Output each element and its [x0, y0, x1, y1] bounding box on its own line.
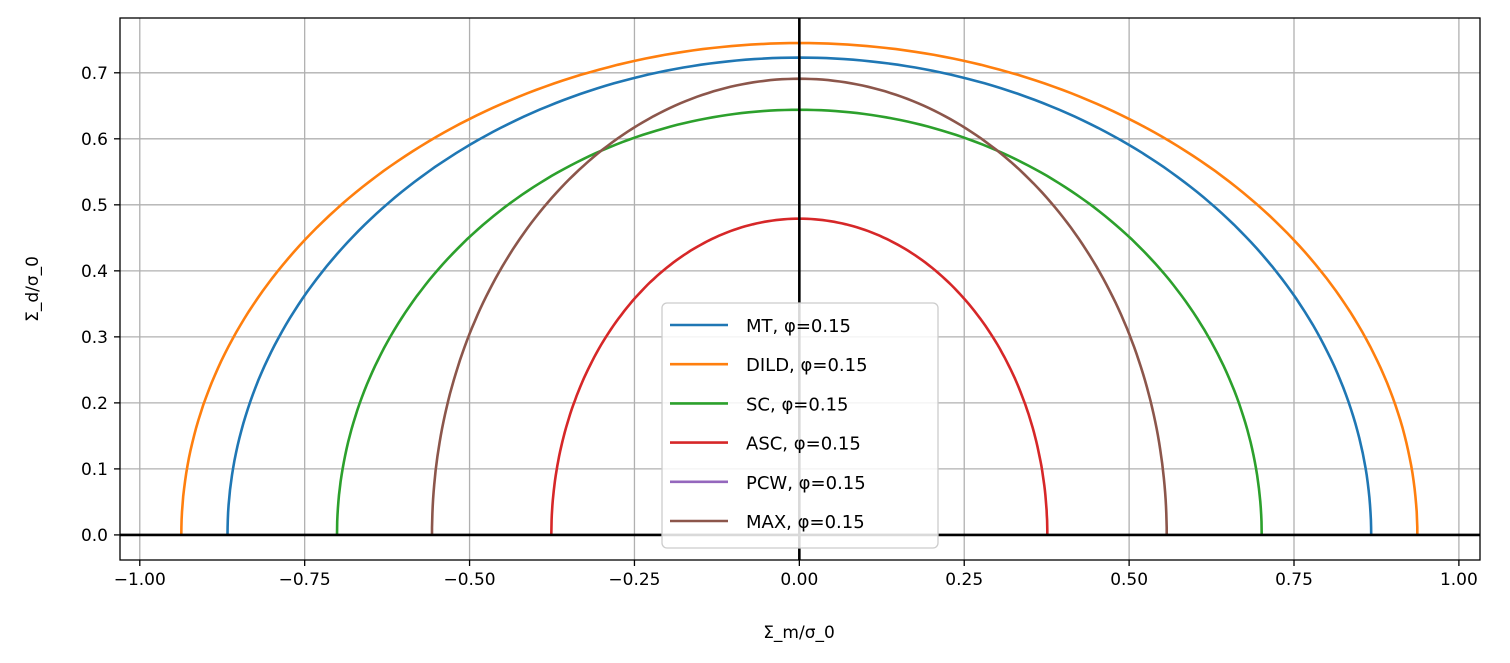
legend-label: MT, φ=0.15: [746, 316, 851, 337]
x-tick-label: 0.25: [945, 570, 983, 590]
y-tick-label: 0.3: [81, 328, 108, 348]
legend-label: SC, φ=0.15: [746, 394, 848, 415]
x-tick-label: −0.25: [608, 570, 660, 590]
y-tick-label: 0.4: [81, 262, 108, 282]
x-tick-label: 0.75: [1275, 570, 1313, 590]
y-tick-label: 0.0: [81, 526, 108, 546]
y-tick-label: 0.2: [81, 394, 108, 414]
legend-label: PCW, φ=0.15: [746, 473, 866, 494]
plot-frame: [119, 17, 1481, 561]
y-tick-label: 0.5: [81, 196, 108, 216]
ticks: −1.00 −0.75 −0.50 −0.25 0.00 0.25 0.50 0.75 1.00…: [81, 64, 1478, 590]
x-tick-label: −0.75: [279, 570, 331, 590]
legend-box: [661, 302, 939, 549]
x-tick-label: −0.50: [444, 570, 496, 590]
legend: MT, φ=0.15 DILD, φ=0.15 SC, φ=0.15 ASC, φ=0…: [661, 302, 939, 549]
x-tick-label: 0.50: [1110, 570, 1148, 590]
y-tick-label: 0.7: [81, 64, 108, 84]
x-tick-label: 0.00: [780, 570, 818, 590]
y-tick-label: 0.6: [81, 130, 108, 150]
legend-label: MAX, φ=0.15: [746, 512, 865, 533]
y-tick-label: 0.1: [81, 460, 108, 480]
x-tick-label: 1.00: [1440, 570, 1478, 590]
y-axis-label: Σ_d/σ_0: [23, 256, 43, 322]
x-axis-label: Σ_m/σ_0: [763, 623, 835, 643]
legend-label: DILD, φ=0.15: [746, 355, 868, 376]
x-tick-label: −1.00: [114, 570, 166, 590]
legend-label: ASC, φ=0.15: [746, 434, 861, 455]
